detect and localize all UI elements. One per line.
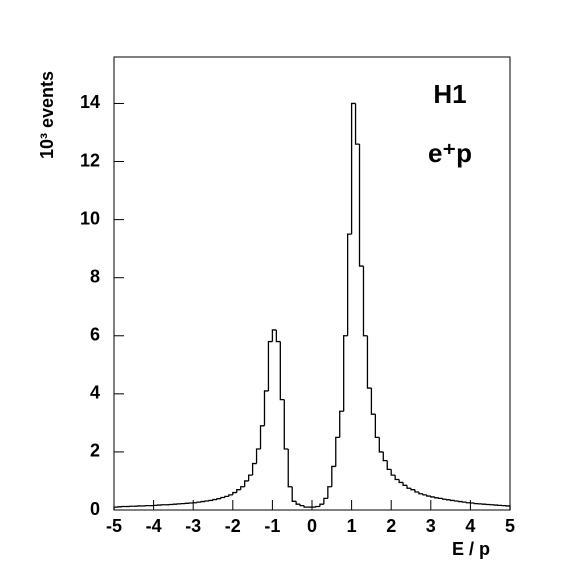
histogram-bin <box>434 496 439 499</box>
histogram-bin <box>343 335 348 412</box>
histogram-bin <box>465 502 471 504</box>
histogram-bin <box>398 479 404 484</box>
histogram-bin <box>271 329 277 342</box>
histogram-bin <box>414 489 419 493</box>
histogram-bin <box>251 462 257 476</box>
histogram-bin <box>327 486 332 499</box>
histogram-bin <box>267 340 273 391</box>
histogram-bin <box>200 500 206 503</box>
histogram-bin <box>402 482 408 486</box>
histogram-bin <box>354 103 360 145</box>
x-tick-label: 3 <box>426 516 436 536</box>
x-tick-label: -1 <box>264 516 280 536</box>
x-tick-label: 1 <box>347 516 357 536</box>
histogram-bin <box>244 480 249 487</box>
histogram-bin <box>331 465 336 487</box>
histogram-bin <box>212 498 217 501</box>
histogram-bin <box>362 266 368 337</box>
histogram-bin <box>430 496 435 498</box>
x-tick-label: 4 <box>465 516 475 536</box>
histogram-bin <box>370 388 376 415</box>
annotation: e⁺p <box>428 138 472 168</box>
histogram-bin <box>279 341 285 401</box>
histogram-bin <box>232 491 237 495</box>
y-tick-label: 0 <box>90 499 100 519</box>
histogram-bin <box>204 500 210 502</box>
annotation: H1 <box>433 79 466 109</box>
y-tick-label: 12 <box>80 150 100 170</box>
histogram-bin <box>287 449 293 488</box>
histogram-bin <box>224 495 229 498</box>
histogram-bin <box>382 451 388 462</box>
histogram-bin <box>236 489 241 493</box>
histogram-bin <box>366 335 372 389</box>
histogram-bin <box>453 500 459 502</box>
y-tick-label: 2 <box>90 441 100 461</box>
histogram-bin <box>358 144 364 267</box>
y-tick-label: 6 <box>90 325 100 345</box>
histogram-bin <box>275 329 281 343</box>
histogram-bin <box>228 494 233 497</box>
x-tick-label: -4 <box>146 516 162 536</box>
histogram-bin <box>346 233 352 336</box>
histogram-bin <box>390 469 396 476</box>
x-axis-label: E / p <box>452 539 490 559</box>
y-tick-label: 4 <box>90 383 100 403</box>
x-tick-label: 5 <box>505 516 515 536</box>
histogram-bin <box>247 474 253 481</box>
histogram-bin <box>295 501 301 505</box>
histogram-bin <box>240 486 245 490</box>
histogram-bin <box>263 390 269 426</box>
plot-frame <box>113 56 511 511</box>
histogram-bin <box>216 498 221 500</box>
histogram-bin <box>315 505 320 508</box>
y-axis-label: 10³ events <box>37 71 57 159</box>
histogram-bin <box>505 505 511 510</box>
histogram-bin <box>335 436 340 467</box>
histogram-bin <box>291 486 297 502</box>
histogram-bin <box>323 497 328 505</box>
histogram-bin <box>422 493 427 496</box>
histogram-bin <box>438 497 443 500</box>
histogram-bin <box>339 410 344 438</box>
histogram-bin <box>113 506 118 510</box>
y-tick-label: 14 <box>80 92 100 112</box>
histogram-bin <box>394 475 400 481</box>
histogram-bin <box>319 503 324 507</box>
y-tick-label: 10 <box>80 208 100 228</box>
histogram-bin <box>259 425 265 450</box>
histogram-bin <box>374 414 380 439</box>
histogram-bin <box>426 494 431 497</box>
histogram-bin <box>473 502 479 505</box>
histogram-bin <box>461 501 467 503</box>
x-tick-label: -2 <box>225 516 241 536</box>
x-tick-label: 2 <box>386 516 396 536</box>
x-tick-label: 0 <box>307 516 317 536</box>
histogram-bin <box>303 505 309 508</box>
histogram-bin <box>418 491 423 495</box>
x-tick-label: -3 <box>185 516 201 536</box>
histogram-bin <box>410 488 415 491</box>
histogram-bin <box>406 485 411 489</box>
x-tick-label: -5 <box>106 516 122 536</box>
histogram-bin <box>445 499 451 501</box>
histogram-bin <box>220 496 225 499</box>
y-tick-label: 8 <box>90 266 100 286</box>
histogram-bin <box>299 504 305 507</box>
histogram-bin <box>255 448 261 464</box>
histogram-bin <box>208 499 213 502</box>
histogram-bin <box>449 499 455 502</box>
histogram-bin <box>442 498 447 500</box>
histogram-bin <box>457 500 463 503</box>
histogram-bin <box>196 501 202 503</box>
histogram-bin <box>350 102 356 235</box>
histogram-bin <box>386 460 392 470</box>
histogram-bin <box>378 437 384 453</box>
histogram-bin <box>283 399 289 450</box>
